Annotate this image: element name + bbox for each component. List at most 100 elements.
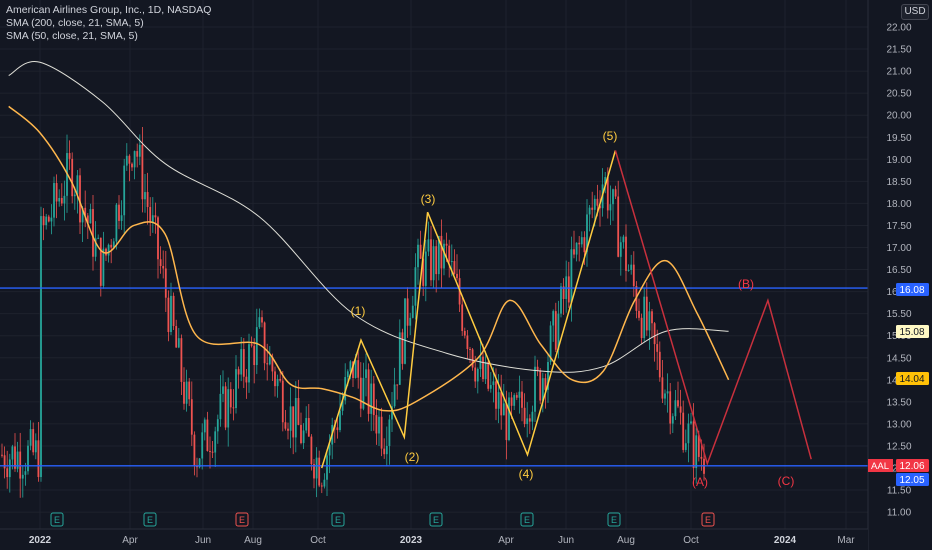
candle-body [489,385,492,389]
candle-body [209,450,211,452]
candle-body [318,457,321,486]
candle-body [544,378,547,390]
candle-body [609,204,612,211]
indicator-sma-50[interactable]: SMA (50, close, 21, SMA, 5) [6,30,138,42]
candle-body [495,381,497,409]
candle-body [554,311,557,350]
candle-body [648,311,651,331]
candle-body [206,419,209,451]
wave-label: (C) [778,474,795,488]
candle-body [164,268,167,298]
candle-body [640,317,643,339]
candle-body [300,424,302,444]
earnings-marker[interactable] [429,512,443,527]
candle-body [154,215,157,218]
candle-body [16,451,19,469]
price-tick-label: 12.50 [886,441,911,452]
candle-body [380,416,383,449]
candle-body [21,474,24,479]
time-tick-label: Jun [195,535,211,546]
time-axis[interactable]: 2022 Apr Jun Aug Oct 2023 Apr Jun Aug Oct 2024 Mar [29,535,855,546]
horizontal-levels[interactable] [0,287,868,467]
earnings-marker[interactable] [607,512,621,527]
candle-body [261,317,263,323]
candle-body [518,391,521,398]
candle-body [235,369,237,409]
candle-body [391,406,393,420]
price-tag [896,473,929,486]
candle-body [284,422,287,429]
candle-body [58,198,61,202]
price-tick-label: 20.00 [886,111,911,122]
candle-body [619,242,622,257]
price-tick-label: 16.50 [886,265,911,276]
candle-body [294,398,297,438]
candle-body [570,249,573,303]
candle-body [567,276,570,303]
candle-body [151,215,154,223]
earnings-marker[interactable] [50,512,64,527]
earnings-marker[interactable] [520,512,534,527]
candle-body [175,326,178,348]
currency-button[interactable]: USD [901,4,929,20]
candle-body [185,381,188,404]
elliott-correction-wave[interactable] [614,150,812,466]
candle-body [68,153,71,159]
candle-body [588,207,591,215]
candle-body [411,305,414,318]
candle-body [224,386,227,428]
candle-body [162,266,165,269]
candle-body [198,458,201,468]
candle-body [172,295,175,327]
earnings-marker-label: E [54,515,60,525]
candle-body [328,444,331,456]
candle-body [357,360,360,378]
earnings-marker[interactable] [701,512,715,527]
candle-body [362,377,365,409]
candle-body [149,207,152,223]
candle-body [521,391,523,408]
candle-body [315,457,318,479]
candle-body [216,419,219,432]
indicator-sma-200[interactable]: SMA (200, close, 21, SMA, 5) [6,17,144,29]
price-axis[interactable]: 22.00 21.50 21.00 20.50 20.00 19.50 19.00 18.50… [886,23,911,519]
symbol-title[interactable]: American Airlines Group, Inc., 1D, NASDA… [6,4,212,16]
price-tick-label: 22.00 [886,23,911,34]
candle-body [430,239,432,281]
candle-body [136,151,139,157]
candle-body [14,446,16,469]
earnings-marker[interactable] [235,512,249,527]
candle-body [3,455,6,469]
sma-50-line[interactable] [8,105,730,412]
candle-body [474,367,477,382]
price-tag [896,372,929,385]
candle-body [29,429,32,446]
candle-body [656,344,659,352]
candle-body [448,245,451,262]
earnings-marker[interactable] [331,512,345,527]
candle-body [437,235,440,275]
candle-body [110,244,113,248]
earnings-marker-label: E [239,515,245,525]
earnings-marker[interactable] [143,512,157,527]
candle-body [297,398,300,425]
candle-body [463,330,466,336]
candle-body [237,369,240,375]
candle-body [37,440,40,478]
candle-body [240,349,243,375]
elliott-impulse-wave[interactable] [320,150,617,469]
candle-body [141,144,144,200]
candle-body [102,248,105,286]
candle-body [71,158,74,197]
candle-body [599,205,601,209]
price-tag-label: 12.05 [899,475,924,486]
candle-body [684,443,687,450]
candle-body [268,356,271,365]
candle-body [372,383,375,416]
time-tick-label: Oct [683,535,699,546]
candle-body [193,434,196,466]
candle-body [89,209,92,224]
candle-body [596,198,599,206]
